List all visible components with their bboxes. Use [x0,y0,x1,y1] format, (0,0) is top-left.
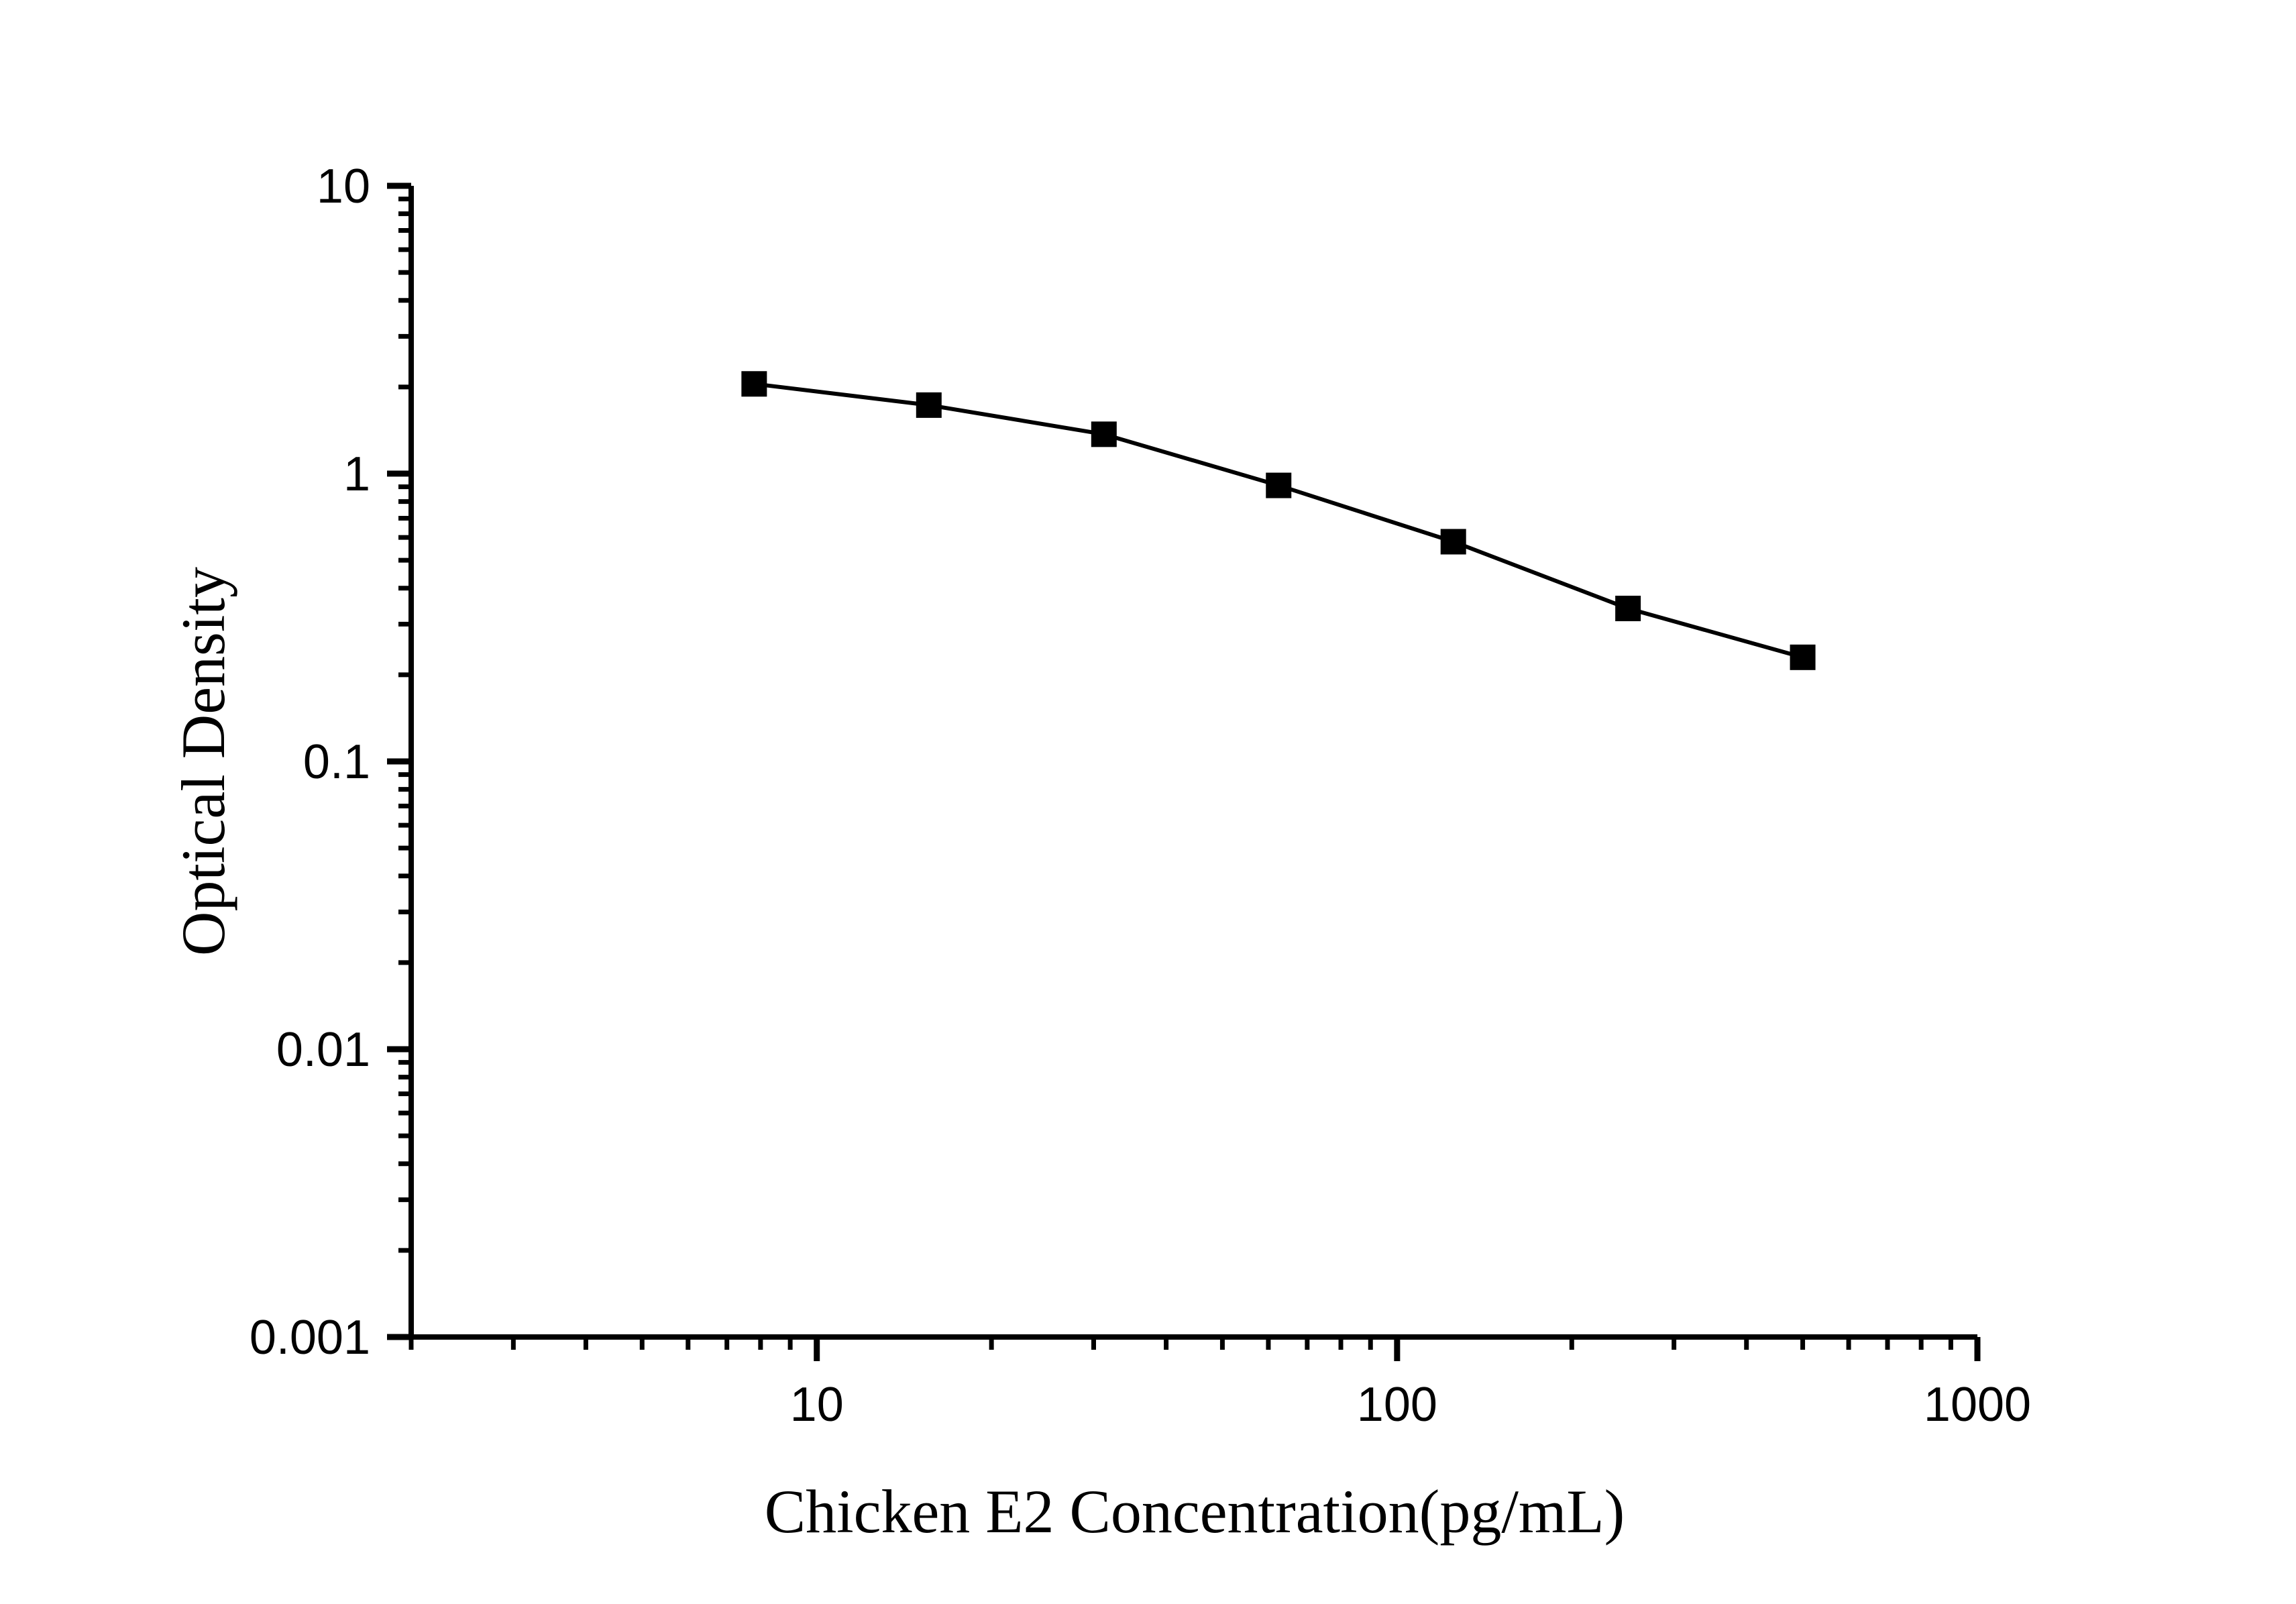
x-tick-label: 1000 [1924,1378,2031,1432]
y-tick-label: 0.1 [303,735,370,789]
y-tick-label: 10 [317,160,370,213]
data-point-marker [1091,421,1117,447]
data-point-marker [1440,529,1466,555]
data-point-marker [1266,472,1292,498]
data-point-marker [741,371,767,397]
y-axis-title: Optical Density [169,567,237,956]
data-point-marker [916,392,942,418]
y-tick-label: 1 [343,447,370,501]
x-tick-label: 10 [790,1378,844,1432]
series-line [753,382,1804,659]
x-axis-title: Chicken E2 Concentration(pg/mL) [765,1477,1625,1546]
x-tick-label: 100 [1357,1378,1437,1432]
data-point-marker [1790,644,1816,670]
y-tick-label: 0.001 [250,1311,370,1365]
data-point-marker [1615,595,1641,621]
y-tick-label: 0.01 [276,1023,370,1077]
